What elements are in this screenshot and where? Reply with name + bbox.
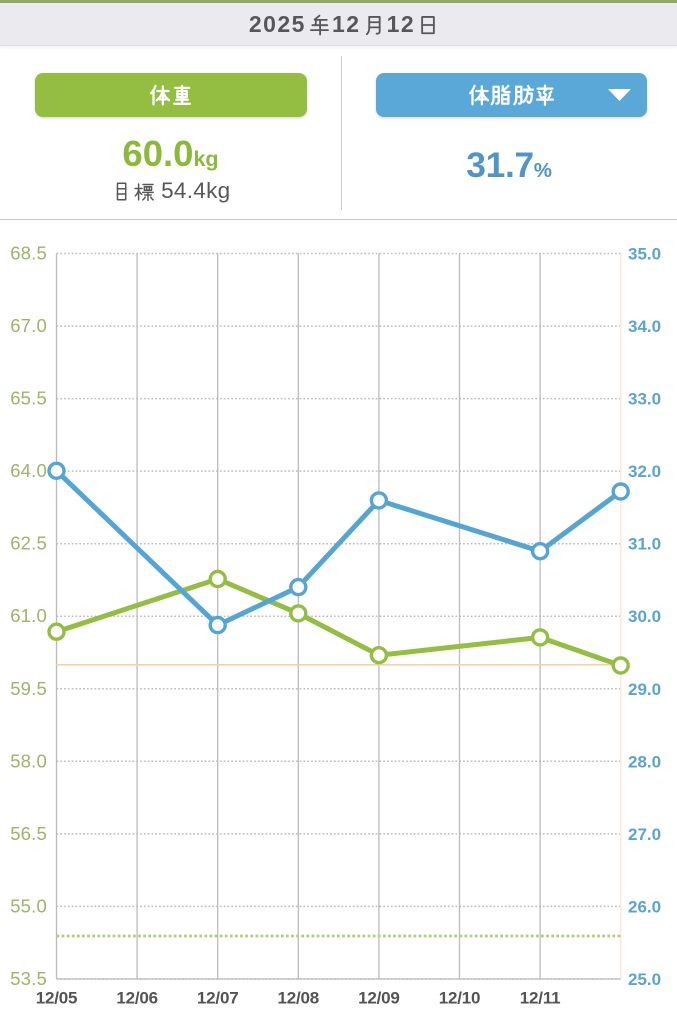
svg-text:28.0: 28.0 xyxy=(628,752,661,771)
svg-text:34.0: 34.0 xyxy=(628,317,661,336)
svg-text:32.0: 32.0 xyxy=(628,462,661,481)
svg-text:27.0: 27.0 xyxy=(628,825,661,844)
svg-text:12/06: 12/06 xyxy=(116,989,158,1008)
svg-text:12/09: 12/09 xyxy=(358,989,400,1008)
svg-text:59.5: 59.5 xyxy=(10,678,47,699)
svg-text:12/07: 12/07 xyxy=(197,989,239,1008)
svg-text:55.0: 55.0 xyxy=(10,895,47,916)
svg-text:58.0: 58.0 xyxy=(10,750,47,771)
svg-text:56.5: 56.5 xyxy=(10,823,47,844)
svg-text:26.0: 26.0 xyxy=(628,897,661,916)
svg-text:12/11: 12/11 xyxy=(520,989,561,1008)
svg-text:12/08: 12/08 xyxy=(278,989,320,1008)
svg-text:62.5: 62.5 xyxy=(10,533,47,554)
svg-text:64.0: 64.0 xyxy=(10,460,47,481)
svg-text:30.0: 30.0 xyxy=(628,607,661,626)
svg-text:67.0: 67.0 xyxy=(10,315,47,336)
svg-text:33.0: 33.0 xyxy=(628,390,661,409)
svg-text:61.0: 61.0 xyxy=(10,605,47,626)
svg-text:65.5: 65.5 xyxy=(10,388,47,409)
svg-text:35.0: 35.0 xyxy=(628,245,661,264)
svg-text:29.0: 29.0 xyxy=(628,680,661,699)
svg-text:53.5: 53.5 xyxy=(10,968,47,989)
svg-text:12/10: 12/10 xyxy=(439,989,481,1008)
svg-text:68.5: 68.5 xyxy=(10,243,47,264)
svg-text:25.0: 25.0 xyxy=(628,970,661,989)
svg-text:12/05: 12/05 xyxy=(36,989,78,1008)
svg-text:31.0: 31.0 xyxy=(628,535,661,554)
